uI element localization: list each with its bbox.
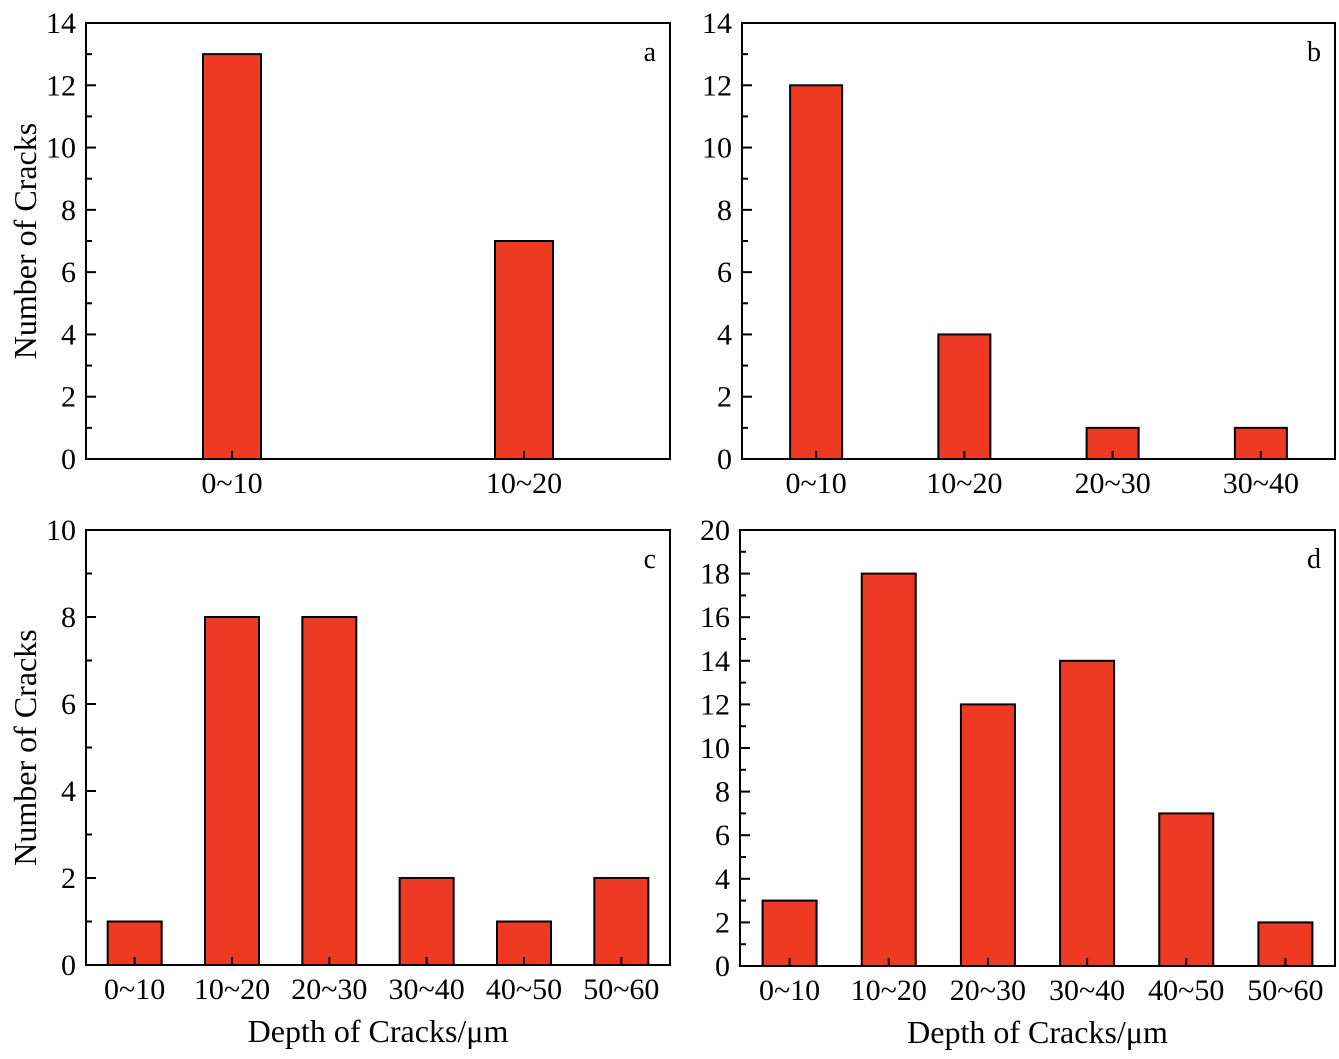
chart-panel-b: 0 2 4 6 8 10 12 14 0~10 10~20 20~30 30~40 b [702,7,1336,500]
y-tick-label-b: 10 [702,132,732,165]
plot-frame-c [85,529,671,966]
bar-b-1 [937,333,992,460]
chart-panel-a: 0 2 4 6 8 10 12 14 0~10 10~20 a Number of Cracks [7,7,671,500]
y-tick-label-a: 10 [46,132,76,165]
y-tick-label-a: 4 [61,318,76,351]
x-tick-label-d: 0~10 [759,974,820,1007]
y-tick-label-d: 6 [715,819,730,852]
y-tick-label-a: 12 [46,69,76,102]
y-tick-label-d: 8 [715,776,730,809]
x-tick-label-d: 40~50 [1148,974,1224,1007]
x-tick-label-b: 30~40 [1223,467,1299,500]
bar-d-4 [1158,812,1215,968]
y-tick-label-d: 20 [700,514,730,547]
x-tick-label-c: 40~50 [486,973,562,1006]
y-tick-label-a: 14 [46,7,76,40]
x-tick-label-a: 0~10 [201,467,262,500]
chart-panel-d: 0 2 4 6 8 10 12 14 16 18 20 0~10 10~20 20~30 30~40 40~5… [700,514,1336,1050]
y-tick-label-b: 2 [717,381,732,414]
bar-d-3 [1059,659,1116,967]
y-tick-label-c: 0 [61,949,76,982]
bar-a-1 [494,240,554,460]
y-tick-label-b: 0 [717,443,732,476]
bar-d-0 [761,899,818,967]
y-tick-label-b: 6 [717,256,732,289]
y-tick-label-d: 2 [715,906,730,939]
bar-c-2 [301,616,358,966]
x-tick-label-c: 20~30 [291,973,367,1006]
y-tick-label-c: 10 [46,514,76,547]
panel-letter-a: a [644,37,657,68]
y-tick-label-c: 2 [61,862,76,895]
y-tick-label-d: 10 [700,732,730,765]
y-tick-label-b: 4 [717,318,732,351]
chart-panel-c: 0 2 4 6 8 10 0~10 10~20 20~30 30~40 40~50 50~60 c Num… [7,514,671,1049]
y-tick-label-d: 12 [700,688,730,721]
y-tick-label-d: 4 [715,863,730,896]
x-tick-label-d: 50~60 [1247,974,1323,1007]
x-tick-label-b: 10~20 [926,467,1002,500]
y-tick-label-d: 14 [700,645,730,678]
y-tick-label-d: 16 [700,601,730,634]
y-tick-label-a: 6 [61,256,76,289]
x-axis-title-d: Depth of Cracks/μm [907,1014,1168,1050]
panel-letter-d: d [1307,544,1321,575]
y-tick-label-a: 2 [61,381,76,414]
bar-a-0 [202,53,262,461]
bar-c-1 [204,616,260,966]
bar-c-3 [398,877,455,966]
y-tick-label-b: 12 [702,69,732,102]
x-tick-label-d: 20~30 [950,974,1026,1007]
plot-frame-d [739,529,1336,967]
x-tick-label-d: 10~20 [851,974,927,1007]
y-tick-label-d: 18 [700,558,730,591]
y-tick-label-a: 0 [61,443,76,476]
x-tick-label-d: 30~40 [1049,974,1125,1007]
y-tick-label-c: 4 [61,775,76,808]
y-tick-label-c: 8 [61,601,76,634]
x-axis-title-c: Depth of Cracks/μm [248,1013,509,1049]
y-tick-label-b: 8 [717,194,732,227]
y-tick-label-b: 14 [702,7,732,40]
y-tick-label-d: 0 [715,950,730,983]
plot-frame-a [85,22,671,460]
bar-d-2 [959,703,1016,968]
bar-c-5 [593,877,650,966]
x-tick-label-c: 0~10 [104,973,165,1006]
bar-d-1 [860,572,917,967]
x-tick-label-c: 30~40 [389,973,465,1006]
x-tick-label-c: 50~60 [583,973,659,1006]
y-axis-title-c: Number of Cracks [7,629,43,865]
y-tick-label-c: 6 [61,688,76,721]
bar-b-0 [789,84,844,461]
x-tick-label-c: 10~20 [194,973,270,1006]
x-tick-label-b: 0~10 [786,467,847,500]
panel-letter-b: b [1307,37,1321,68]
x-tick-label-b: 20~30 [1075,467,1151,500]
x-tick-label-a: 10~20 [486,467,562,500]
panel-letter-c: c [644,544,656,575]
y-tick-label-a: 8 [61,194,76,227]
y-axis-title-a: Number of Cracks [7,123,43,359]
